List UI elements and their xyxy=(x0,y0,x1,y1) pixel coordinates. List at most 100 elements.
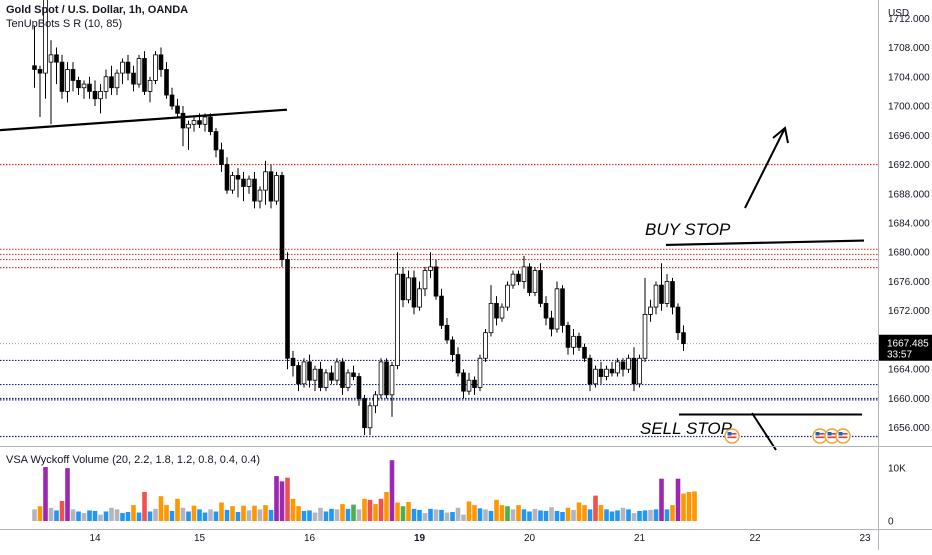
event-flag-stripe xyxy=(838,433,848,435)
candle-down xyxy=(384,361,389,396)
candle-up xyxy=(153,54,158,81)
candle-up xyxy=(604,368,609,377)
time-tick-label: 14 xyxy=(89,533,101,544)
volume-bar xyxy=(54,510,59,521)
symbol-title: Gold Spot / U.S. Dollar, 1h, OANDA xyxy=(6,4,189,16)
events-layer xyxy=(724,428,851,444)
candle-down xyxy=(87,83,92,92)
candle-down xyxy=(235,175,241,180)
volume-bar xyxy=(147,511,153,521)
candle-up xyxy=(521,266,527,282)
volume-bar xyxy=(345,508,351,521)
time-tick-label: 23 xyxy=(859,533,871,544)
candle-down xyxy=(444,324,450,341)
candle-up xyxy=(312,368,318,381)
candle-up xyxy=(48,54,54,63)
event-flag-stripe xyxy=(815,436,825,439)
volume-bar xyxy=(686,491,692,521)
price-tick-label: 1696.000 xyxy=(888,131,930,142)
trendline xyxy=(0,108,288,132)
candle-down xyxy=(340,361,345,388)
candle-up xyxy=(615,361,620,374)
volume-bar xyxy=(532,508,538,521)
volume-bar xyxy=(296,506,301,521)
volume-bar xyxy=(114,509,120,521)
volume-tick-label: 10K xyxy=(888,464,906,475)
price-tick-label: 1708.000 xyxy=(888,43,930,54)
time-tick-label: 21 xyxy=(634,533,646,544)
levels-layer xyxy=(0,163,878,438)
volume-bar xyxy=(180,507,186,521)
candle-up xyxy=(554,288,560,330)
candle-up xyxy=(571,335,576,348)
volume-bar xyxy=(153,508,158,521)
candle-down xyxy=(620,361,626,370)
volume-bar xyxy=(543,510,549,521)
price-tick-label: 1660.000 xyxy=(888,394,930,405)
candle-up xyxy=(378,361,384,396)
volume-bar xyxy=(631,513,637,521)
event-flag-icon xyxy=(724,428,740,444)
volume-bar xyxy=(103,511,109,521)
candle-down xyxy=(631,357,637,385)
volume-bar xyxy=(59,500,65,521)
candle-up xyxy=(186,123,191,129)
event-flag-icon xyxy=(835,428,851,444)
candle-up xyxy=(389,365,395,396)
volume-bar xyxy=(37,506,43,521)
candle-up xyxy=(120,61,125,74)
volume-bar xyxy=(131,505,136,521)
candle-up xyxy=(98,90,103,100)
volume-bar xyxy=(670,505,675,521)
candle-down xyxy=(565,324,571,348)
candle-down xyxy=(675,306,681,334)
time-tick-label: 15 xyxy=(194,533,206,544)
candle-down xyxy=(400,273,406,301)
volume-bar xyxy=(142,491,147,521)
volume-bar xyxy=(279,481,285,521)
candle-down xyxy=(538,270,543,304)
candle-down xyxy=(609,368,615,374)
event-flag-canton xyxy=(838,432,843,436)
volume-bar xyxy=(521,509,527,521)
volume-bar xyxy=(109,507,114,521)
volume-bar xyxy=(455,507,461,521)
candle-down xyxy=(241,178,246,187)
candle-down xyxy=(175,105,180,114)
volume-bar xyxy=(439,509,444,521)
currency-label: USD xyxy=(888,8,909,19)
candle-up xyxy=(230,175,235,191)
volume-bar xyxy=(158,496,164,521)
candle-down xyxy=(516,273,521,282)
candle-down xyxy=(70,69,76,81)
event-flag-stripe xyxy=(827,436,837,439)
candle-down xyxy=(494,303,499,319)
candle-down xyxy=(582,346,587,359)
volume-bar xyxy=(367,499,373,521)
candle-up xyxy=(593,368,598,385)
candle-down xyxy=(180,112,186,129)
candle-up xyxy=(191,120,197,125)
candle-up xyxy=(147,80,153,92)
volume-bar xyxy=(312,512,318,521)
volume-bar xyxy=(406,501,411,521)
volume-bar xyxy=(494,499,499,521)
candle-up xyxy=(323,372,329,388)
price-tick-label: 1712.000 xyxy=(888,14,930,25)
volume-bar xyxy=(587,509,593,521)
buy-arrow-head xyxy=(772,126,789,144)
volume-bar xyxy=(186,511,191,521)
last-price-tag xyxy=(879,334,932,361)
candle-down xyxy=(219,149,224,165)
candle-up xyxy=(301,361,307,385)
buy-stop-line xyxy=(665,239,865,247)
volume-bar xyxy=(615,510,620,521)
volume-bar xyxy=(263,505,268,521)
candle-down xyxy=(164,69,169,96)
volume-bar xyxy=(648,509,653,521)
volume-bar xyxy=(389,460,395,521)
main-pane[interactable] xyxy=(0,0,878,446)
candle-down xyxy=(208,116,213,133)
volume-bar xyxy=(472,505,477,521)
candle-up xyxy=(65,69,70,92)
